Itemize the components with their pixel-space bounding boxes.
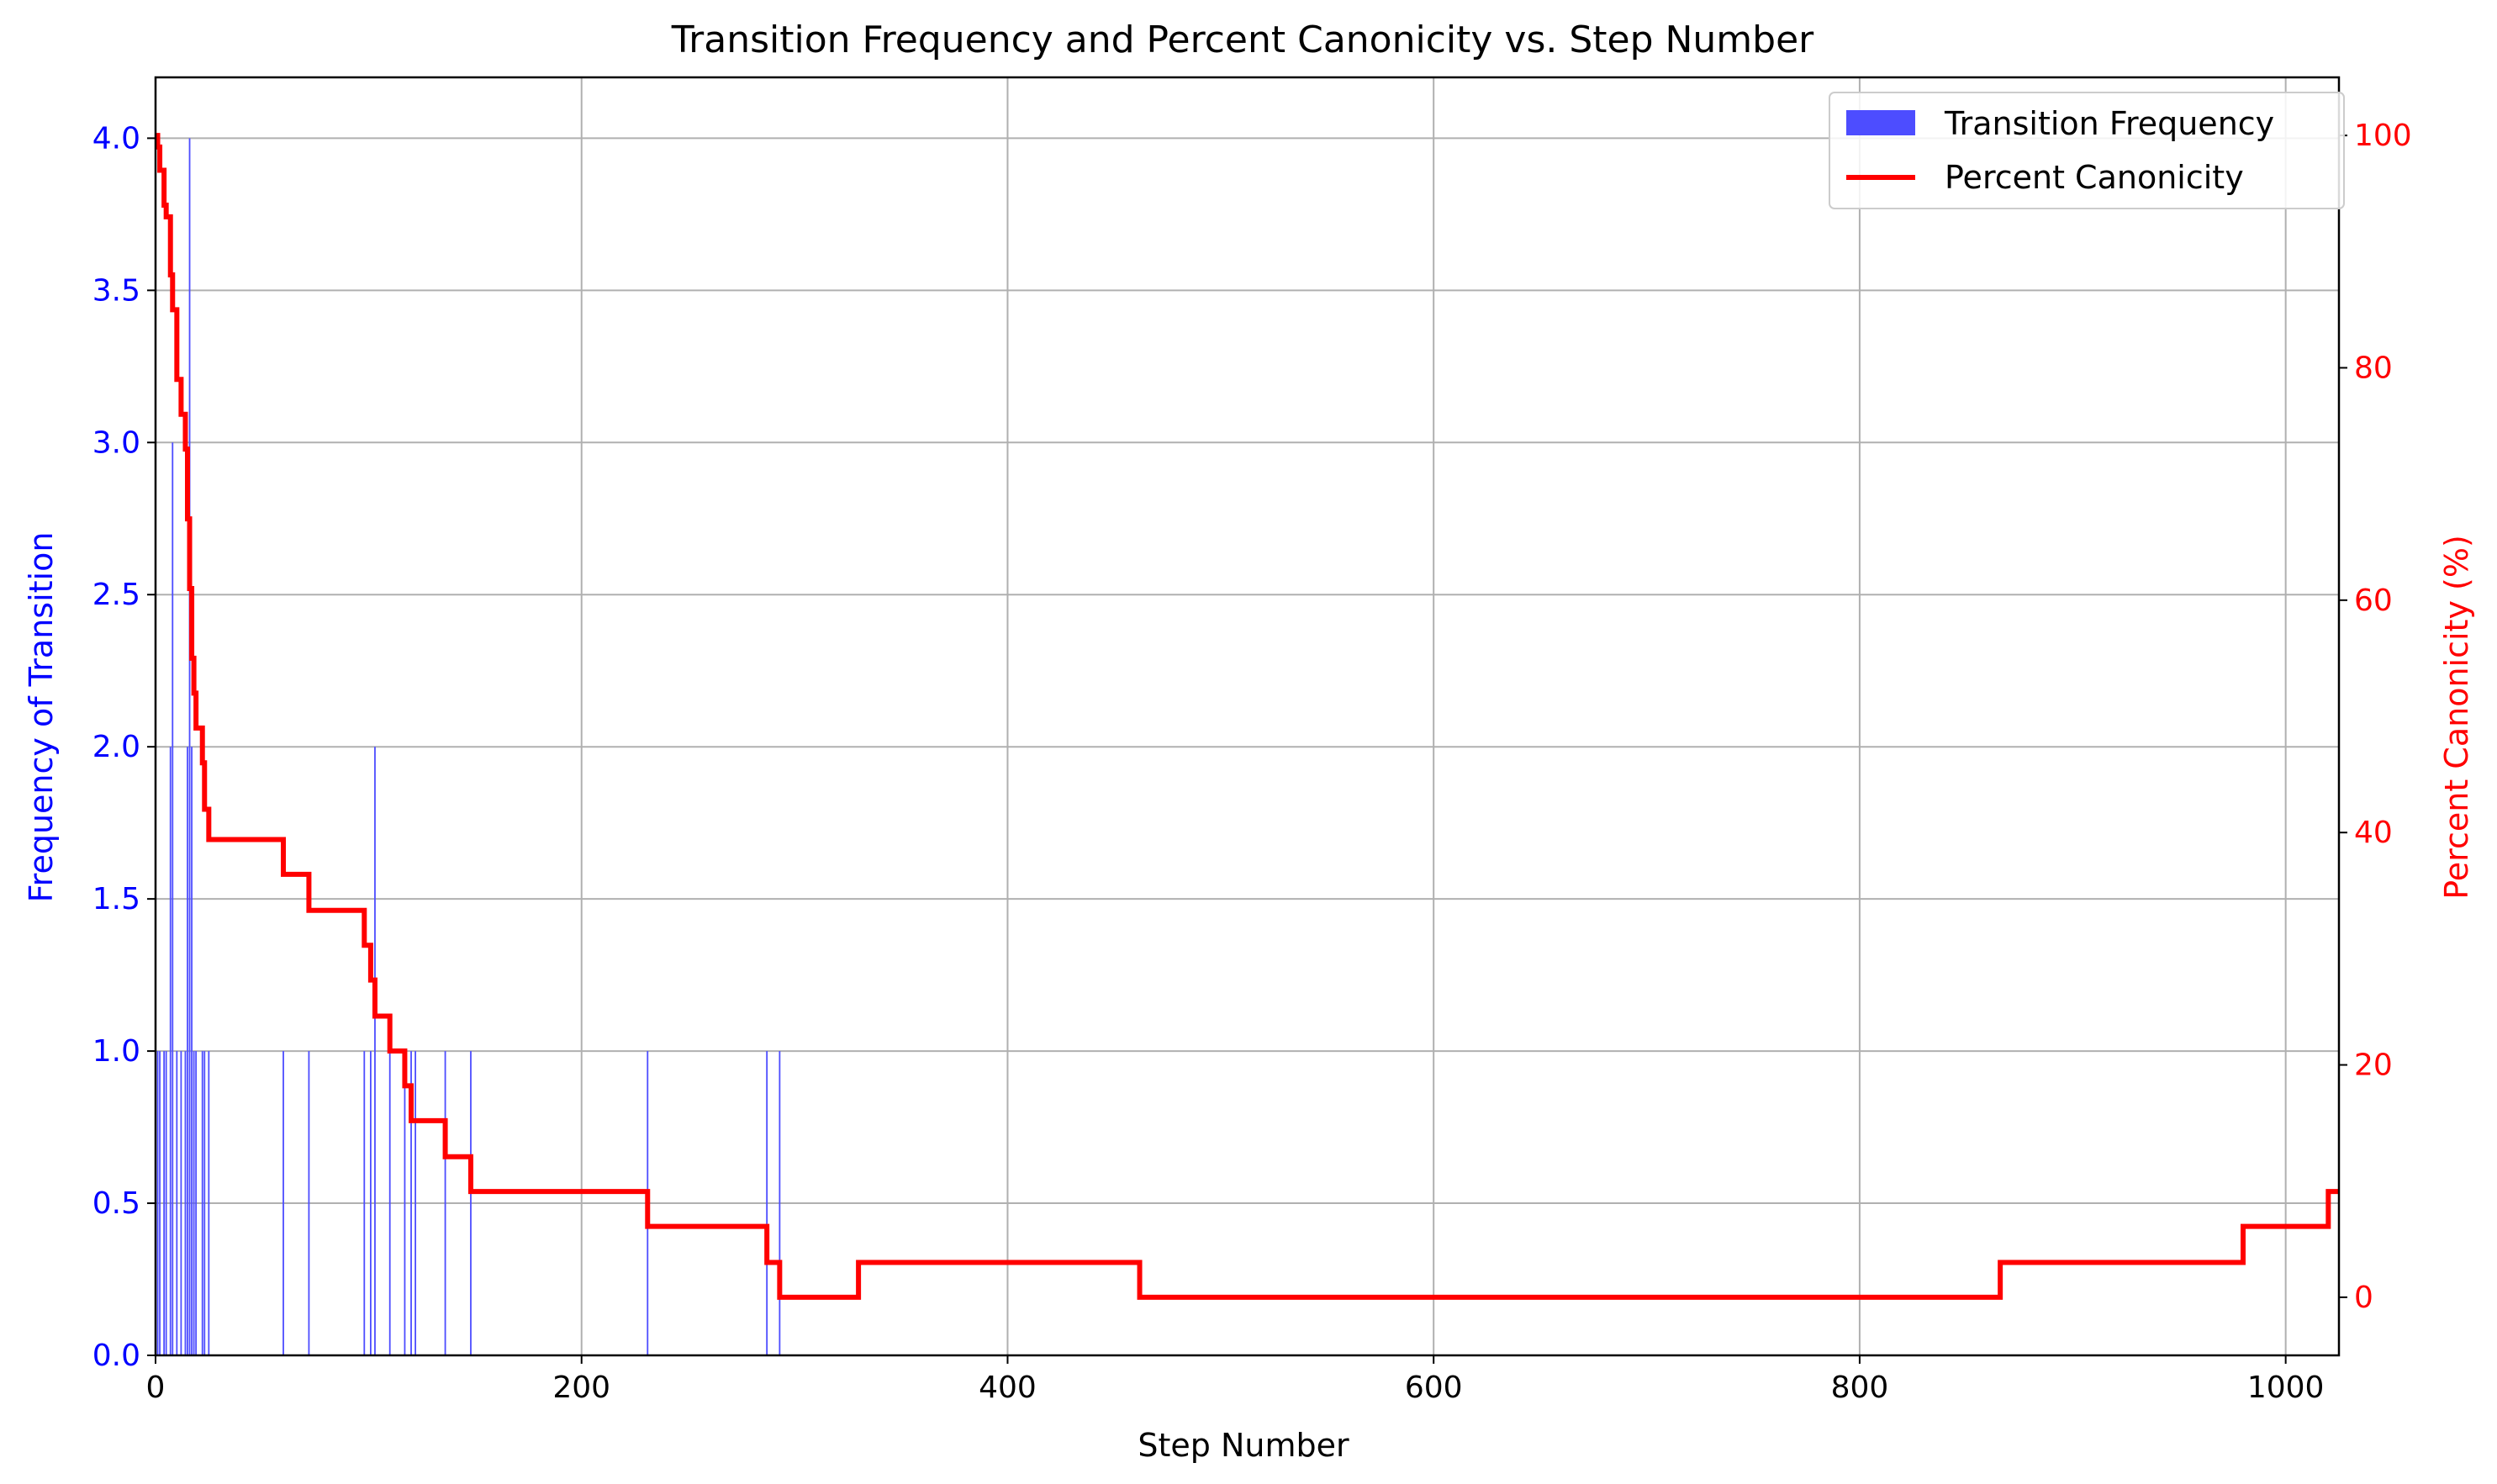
canonicity-line-group <box>155 133 2339 1300</box>
right-tick-label: 60 <box>2354 584 2393 618</box>
right-axis-ticks: 0 20 40 60 80 100 <box>2339 119 2412 1315</box>
frequency-bar <box>208 1051 210 1355</box>
left-axis-label: Frequency of Transition <box>23 532 60 903</box>
frequency-bar <box>165 1051 167 1355</box>
frequency-bar <box>369 1051 372 1355</box>
left-tick-label: 0.0 <box>92 1339 140 1373</box>
plot-frame <box>154 76 2341 1357</box>
frequency-bar <box>172 442 174 1356</box>
left-tick-label: 3.0 <box>92 425 140 460</box>
canonicity-line <box>155 133 2339 1300</box>
plot-border <box>154 76 2341 1357</box>
legend-swatch-bars <box>1846 110 1915 135</box>
chart-title: Transition Frequency and Percent Canonic… <box>671 18 1814 61</box>
frequency-bar <box>193 1051 195 1355</box>
frequency-bar <box>308 1051 310 1355</box>
legend-box <box>1829 92 2345 209</box>
frequency-bar <box>203 1051 206 1355</box>
frequency-bar <box>180 1051 182 1355</box>
legend: Transition Frequency Percent Canonicity <box>1829 92 2345 209</box>
frequency-bar <box>201 1051 203 1355</box>
x-tick-label: 600 <box>1405 1370 1463 1405</box>
x-tick-label: 1000 <box>2247 1370 2325 1405</box>
frequency-bar <box>282 1051 284 1355</box>
frequency-bar <box>187 747 188 1355</box>
frequency-bar <box>176 1051 178 1355</box>
left-tick-label: 4.0 <box>92 121 140 156</box>
x-tick-label: 400 <box>979 1370 1037 1405</box>
legend-label-bars: Transition Frequency <box>1944 105 2274 142</box>
right-tick-label: 100 <box>2354 119 2412 153</box>
left-tick-label: 2.5 <box>92 578 140 612</box>
x-tick-label: 800 <box>1831 1370 1889 1405</box>
frequency-bar <box>410 1051 412 1355</box>
frequency-bar <box>444 1051 446 1355</box>
x-axis-ticks: 0 200 400 600 800 1000 <box>146 1355 2325 1405</box>
x-tick-label: 200 <box>552 1370 610 1405</box>
grid-lines <box>155 77 2339 1356</box>
frequency-bar <box>188 138 191 1355</box>
frequency-bar <box>363 1051 366 1355</box>
right-tick-label: 80 <box>2354 351 2393 385</box>
frequency-bar <box>195 1051 198 1355</box>
frequency-bar <box>191 747 193 1355</box>
frequency-bar <box>414 1051 417 1355</box>
left-tick-label: 1.5 <box>92 882 140 916</box>
frequency-bar <box>184 1051 187 1355</box>
frequency-bar <box>159 1051 161 1355</box>
left-tick-label: 0.5 <box>92 1186 140 1221</box>
x-axis-label: Step Number <box>1138 1427 1349 1464</box>
right-tick-label: 40 <box>2354 816 2393 850</box>
right-tick-label: 0 <box>2354 1281 2373 1315</box>
frequency-bar <box>374 747 376 1355</box>
frequency-bar <box>404 1051 406 1355</box>
frequency-bar <box>779 1051 781 1355</box>
legend-label-line: Percent Canonicity <box>1945 159 2244 196</box>
frequency-bar <box>766 1051 768 1355</box>
left-tick-label: 2.0 <box>92 730 140 764</box>
frequency-bar <box>470 1051 472 1355</box>
frequency-bar <box>388 1051 391 1355</box>
left-tick-label: 1.0 <box>92 1034 140 1069</box>
frequency-bar <box>163 1051 166 1355</box>
right-tick-label: 20 <box>2354 1048 2393 1083</box>
frequency-bar <box>156 1051 159 1355</box>
left-axis-ticks: 0.0 0.5 1.0 1.5 2.0 2.5 3.0 3.5 4.0 <box>92 121 156 1373</box>
x-tick-label: 0 <box>146 1370 166 1405</box>
right-axis-label: Percent Canonicity (%) <box>2438 535 2475 900</box>
frequency-bar <box>169 747 172 1355</box>
left-tick-label: 3.5 <box>92 273 140 308</box>
